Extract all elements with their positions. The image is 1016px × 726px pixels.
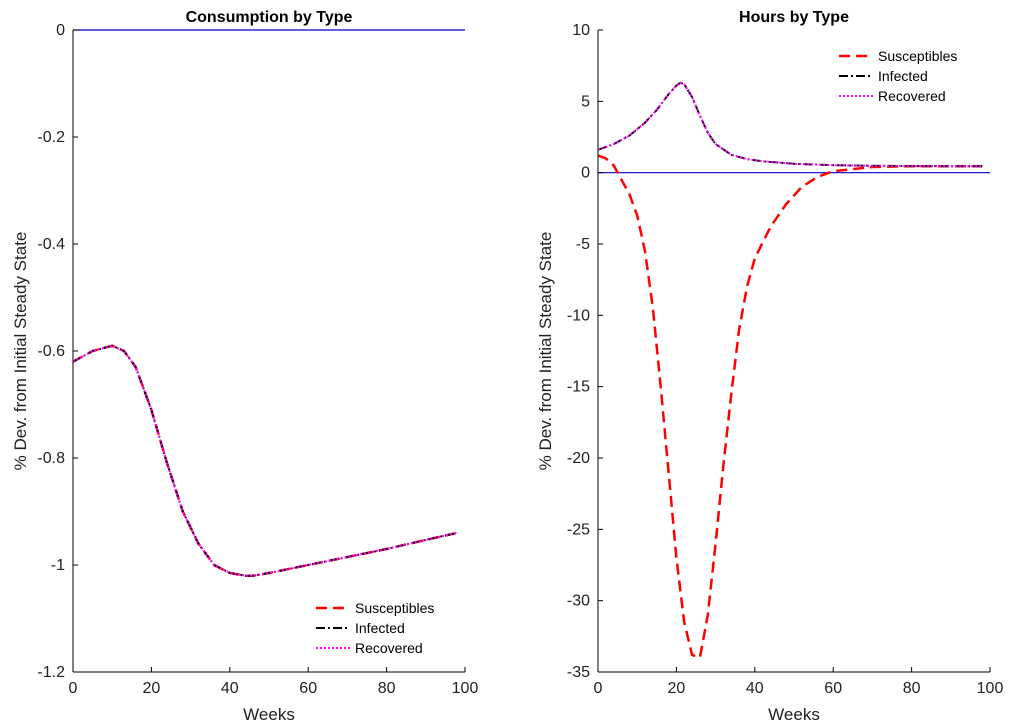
- y-tick-label: -1.2: [37, 664, 65, 681]
- y-tick-label: 0: [581, 165, 590, 182]
- legend-label-susceptibles: Susceptibles: [355, 600, 434, 616]
- series-line-susceptibles: [72, 344, 458, 577]
- x-tick-label: 100: [977, 680, 1004, 697]
- y-tick-label: -0.8: [37, 450, 65, 467]
- y-tick-label: -20: [567, 450, 590, 467]
- y-tick-label: -0.2: [37, 129, 65, 146]
- legend: Susceptibles Infected Recovered: [316, 600, 434, 656]
- x-tick-label: 40: [221, 680, 239, 697]
- y-tick-label: 5: [581, 93, 590, 110]
- y-tick-label: -15: [567, 379, 590, 396]
- x-tick-label: 80: [903, 680, 921, 697]
- x-tick-label: 60: [824, 680, 842, 697]
- x-tick-label: 100: [452, 680, 479, 697]
- series-line-recovered: [72, 344, 458, 577]
- y-tick-label: -10: [567, 307, 590, 324]
- y-tick-label: -25: [567, 521, 590, 538]
- y-tick-label: -30: [567, 593, 590, 610]
- legend-label-infected: Infected: [878, 68, 928, 84]
- y-tick-label: -0.4: [37, 236, 65, 253]
- x-axis-label: Weeks: [243, 705, 295, 724]
- x-axis-label: Weeks: [768, 705, 820, 724]
- legend-label-recovered: Recovered: [355, 640, 423, 656]
- x-tick-label: 80: [378, 680, 396, 697]
- y-tick-label: -35: [567, 664, 590, 681]
- y-axis-label: % Dev. from Initial Steady State: [536, 232, 555, 471]
- y-tick-label: -5: [576, 236, 590, 253]
- chart-title: Consumption by Type: [186, 9, 353, 26]
- x-tick-label: 0: [594, 680, 603, 697]
- x-tick-label: 40: [746, 680, 764, 697]
- y-tick-label: 0: [56, 22, 65, 39]
- y-tick-label: -1: [51, 557, 65, 574]
- series-line-susceptibles: [597, 154, 983, 659]
- series-line-recovered: [597, 81, 983, 168]
- x-tick-label: 0: [69, 680, 78, 697]
- x-tick-label: 60: [299, 680, 317, 697]
- legend-label-susceptibles: Susceptibles: [878, 48, 957, 64]
- y-tick-label: 10: [572, 22, 590, 39]
- chart-1: Consumption by Type 0 20 40 60 80 100 -1.2 -1 -0.…: [11, 9, 478, 724]
- legend-label-recovered: Recovered: [878, 88, 946, 104]
- legend: Susceptibles Infected Recovered: [839, 48, 957, 104]
- y-tick-label: -0.6: [37, 343, 65, 360]
- series-line-infected: [72, 344, 458, 577]
- y-axis-label: % Dev. from Initial Steady State: [11, 232, 30, 471]
- x-tick-label: 20: [668, 680, 686, 697]
- chart-title: Hours by Type: [739, 9, 849, 26]
- x-tick-label: 20: [143, 680, 161, 697]
- legend-label-infected: Infected: [355, 620, 405, 636]
